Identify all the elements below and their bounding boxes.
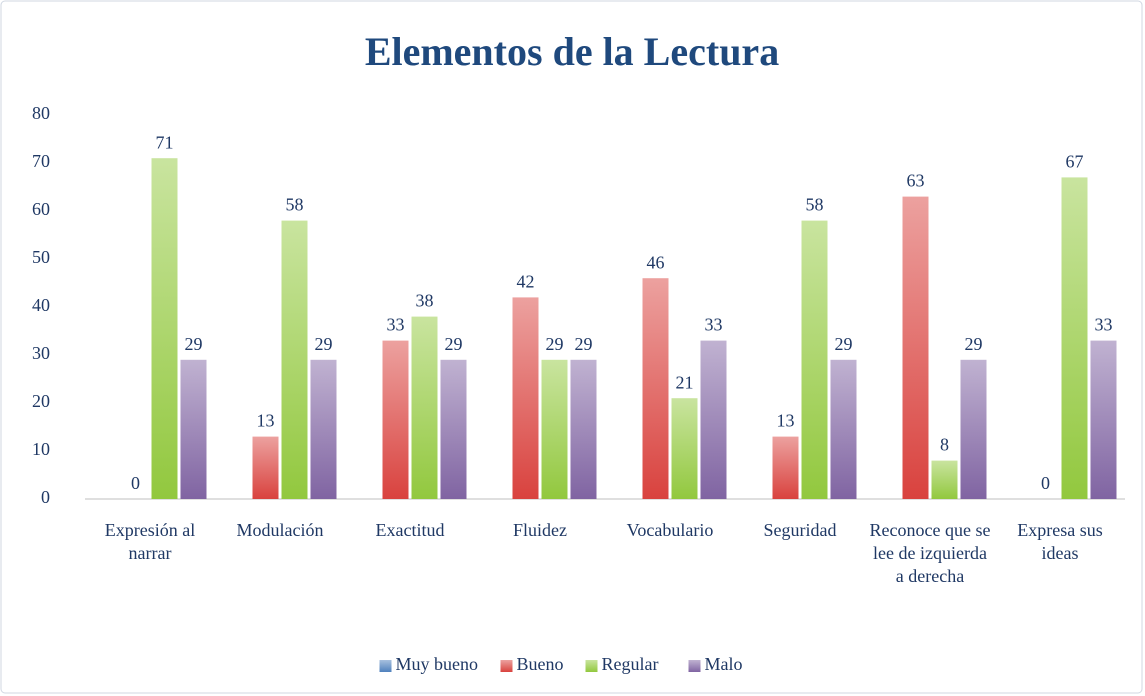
data-label: 71 bbox=[156, 132, 174, 152]
x-tick-label: Fluidez bbox=[513, 520, 567, 540]
bar bbox=[281, 220, 308, 499]
data-label: 13 bbox=[777, 411, 795, 431]
x-tick-label: Exactitud bbox=[375, 520, 445, 540]
chart-title: Elementos de la Lectura bbox=[365, 29, 779, 74]
y-tick-label: 40 bbox=[32, 295, 50, 315]
data-label: 63 bbox=[907, 171, 925, 191]
bar bbox=[1061, 177, 1088, 499]
bar bbox=[151, 158, 178, 499]
y-tick-label: 60 bbox=[32, 199, 50, 219]
bar bbox=[700, 340, 727, 499]
data-label: 29 bbox=[835, 334, 853, 354]
x-tick-label: Expresa sus ideas bbox=[1017, 520, 1103, 563]
x-tick-label: Expresión al narrar bbox=[104, 520, 196, 563]
x-tick-label: Reconoce que se lee de izquierda a derec… bbox=[869, 520, 991, 586]
data-label: 29 bbox=[546, 334, 564, 354]
bar bbox=[960, 359, 987, 499]
data-label: 21 bbox=[676, 372, 694, 392]
bar bbox=[180, 359, 207, 499]
bar bbox=[570, 359, 597, 499]
bar bbox=[1090, 340, 1117, 499]
bar bbox=[411, 316, 438, 499]
y-tick-label: 30 bbox=[32, 343, 50, 363]
bar bbox=[801, 220, 828, 499]
data-label: 29 bbox=[315, 334, 333, 354]
y-tick-label: 70 bbox=[32, 151, 50, 171]
bar bbox=[541, 359, 568, 499]
data-label: 46 bbox=[647, 252, 665, 272]
data-label: 29 bbox=[575, 334, 593, 354]
data-label: 29 bbox=[965, 334, 983, 354]
legend-label: Regular bbox=[602, 654, 659, 674]
data-label: 13 bbox=[257, 411, 275, 431]
bar bbox=[310, 359, 337, 499]
bar bbox=[252, 436, 279, 499]
y-tick-label: 0 bbox=[41, 487, 50, 507]
legend-swatch bbox=[585, 660, 598, 672]
legend-label: Muy bueno bbox=[396, 654, 479, 674]
y-tick-label: 20 bbox=[32, 391, 50, 411]
bar bbox=[671, 398, 698, 499]
y-tick-label: 50 bbox=[32, 247, 50, 267]
data-label: 29 bbox=[445, 334, 463, 354]
data-label: 67 bbox=[1066, 152, 1084, 172]
legend-label: Bueno bbox=[517, 654, 564, 674]
data-label: 42 bbox=[517, 272, 535, 292]
data-label: 38 bbox=[416, 291, 434, 311]
y-tick-label: 10 bbox=[32, 439, 50, 459]
bar bbox=[382, 340, 409, 499]
bar bbox=[642, 278, 669, 499]
data-label: 58 bbox=[806, 195, 824, 215]
data-label: 33 bbox=[705, 315, 723, 335]
legend-swatch bbox=[379, 660, 392, 672]
data-label: 8 bbox=[940, 435, 949, 455]
legend-swatch bbox=[500, 660, 513, 672]
legend-label: Malo bbox=[705, 654, 743, 674]
x-tick-label: Vocabulario bbox=[626, 520, 714, 540]
data-label: 58 bbox=[286, 195, 304, 215]
data-label: 33 bbox=[1095, 315, 1113, 335]
bar bbox=[902, 196, 929, 499]
bar bbox=[440, 359, 467, 499]
legend-swatch bbox=[688, 660, 701, 672]
data-label: 0 bbox=[1041, 473, 1050, 493]
bar bbox=[830, 359, 857, 499]
x-tick-label: Modulación bbox=[236, 520, 324, 540]
x-tick-label: Seguridad bbox=[763, 520, 837, 540]
bar bbox=[931, 460, 958, 499]
data-label: 0 bbox=[131, 473, 140, 493]
y-tick-label: 80 bbox=[32, 103, 50, 123]
bar bbox=[512, 297, 539, 499]
data-label: 33 bbox=[387, 315, 405, 335]
bar bbox=[772, 436, 799, 499]
data-label: 29 bbox=[185, 334, 203, 354]
